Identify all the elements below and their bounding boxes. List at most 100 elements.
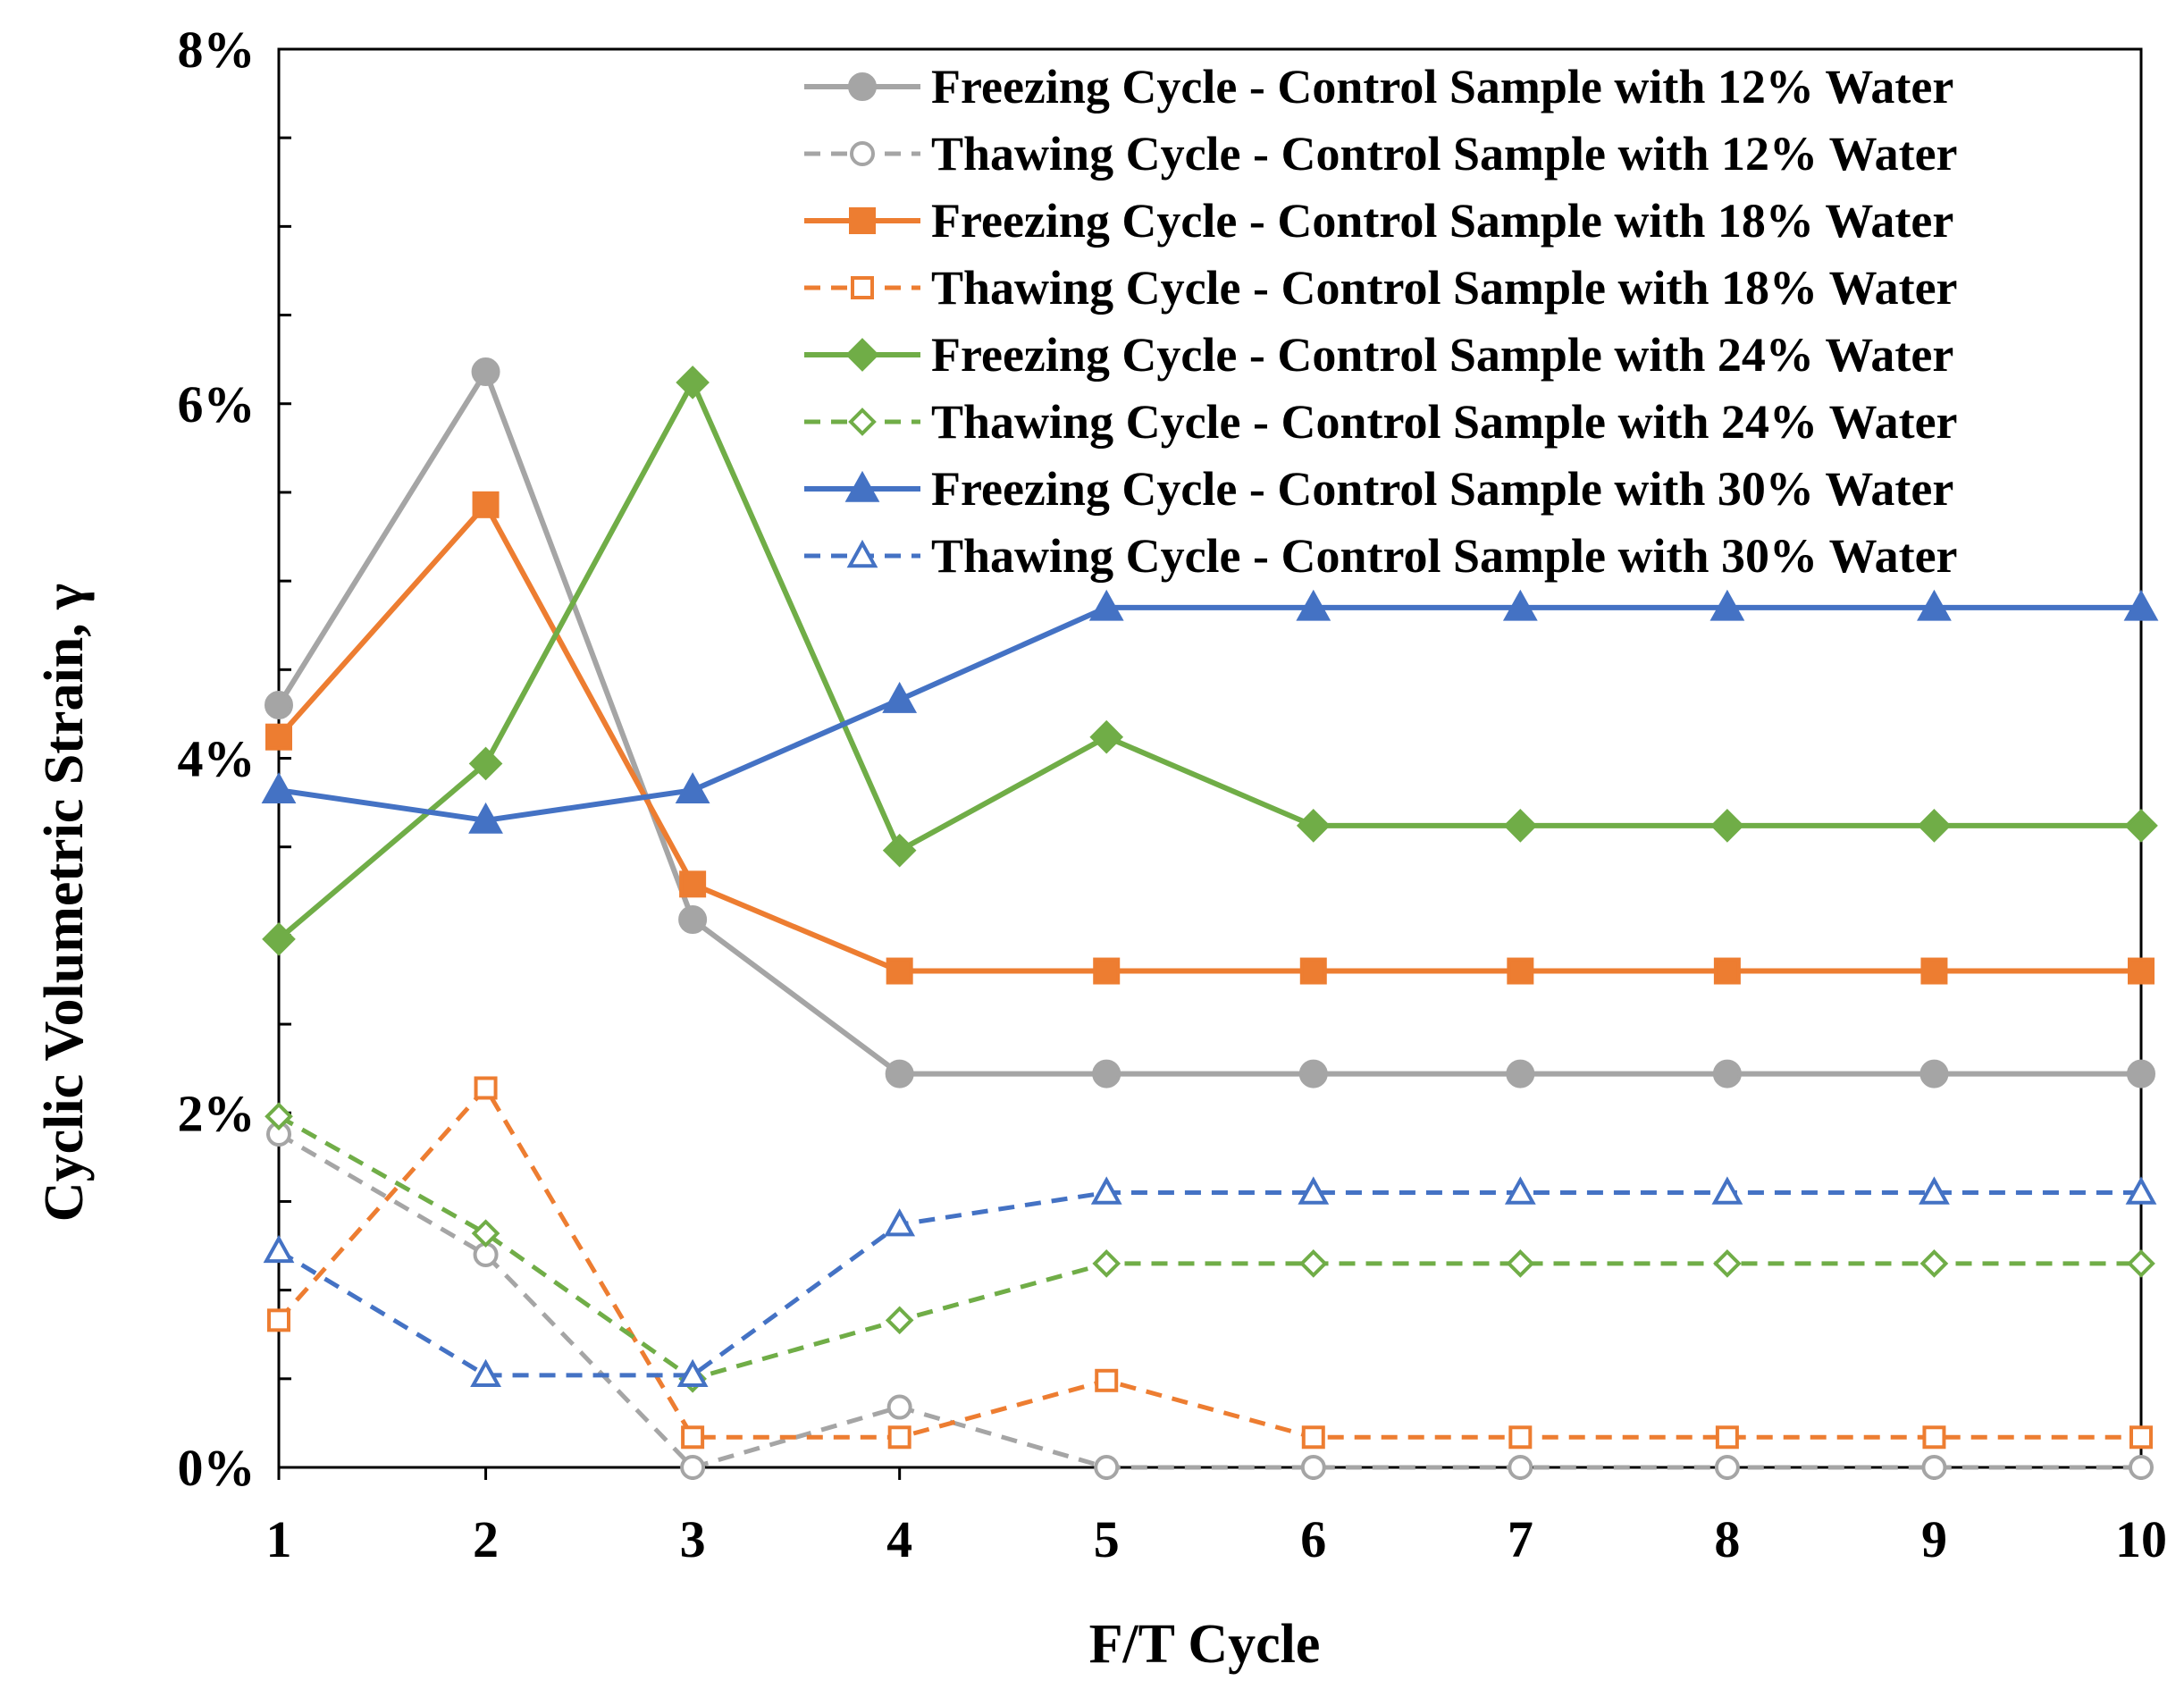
data-point	[886, 1394, 912, 1420]
data-point	[678, 905, 708, 935]
data-point	[1095, 1368, 1119, 1392]
x-tick-label: 3	[680, 1510, 706, 1568]
data-point	[474, 1076, 498, 1100]
legend-label: Freezing Cycle - Control Sample with 30%…	[931, 462, 1953, 516]
series-5	[262, 366, 2158, 956]
legend-entry: Thawing Cycle - Control Sample with 12% …	[804, 127, 1958, 181]
data-point	[1504, 1176, 1536, 1205]
data-point	[1709, 589, 1745, 621]
data-point	[675, 772, 710, 804]
legend-entry: Freezing Cycle - Control Sample with 12%…	[804, 60, 1953, 113]
legend-entry: Thawing Cycle - Control Sample with 24% …	[804, 395, 1958, 449]
data-point	[1298, 1059, 1328, 1088]
y-tick-label: 2%	[178, 1084, 256, 1142]
data-point	[882, 681, 918, 713]
series-line	[277, 1131, 2141, 1470]
legend-entry: Freezing Cycle - Control Sample with 18%…	[804, 194, 1953, 248]
legend-swatch-marker	[844, 470, 880, 502]
data-point	[471, 357, 500, 387]
legend-swatch-marker	[848, 408, 877, 436]
data-point	[262, 922, 296, 956]
series-line	[276, 369, 2141, 1077]
legend-entry: Freezing Cycle - Control Sample with 24%…	[804, 328, 1953, 382]
data-point	[1300, 1455, 1326, 1480]
data-point	[886, 957, 913, 985]
data-point	[267, 1308, 290, 1332]
series-line	[277, 1114, 2141, 1382]
y-tick-label: 8%	[178, 21, 256, 79]
data-point	[1301, 1425, 1325, 1450]
x-axis-title: F/T Cycle	[1089, 1614, 1321, 1675]
data-point	[471, 1219, 500, 1248]
series-line	[277, 1190, 2141, 1378]
data-point	[1507, 957, 1534, 985]
data-point	[2123, 589, 2159, 621]
data-point	[1712, 1059, 1742, 1088]
series-4	[267, 1076, 2153, 1450]
series-3	[265, 491, 2155, 985]
series-line	[277, 1085, 2141, 1440]
series-line	[276, 501, 2141, 974]
data-point	[265, 723, 292, 751]
x-tick-label: 8	[1714, 1510, 1740, 1568]
data-point	[1921, 1455, 1947, 1480]
legend-label: Freezing Cycle - Control Sample with 24%…	[931, 328, 1953, 382]
series-line	[277, 379, 2141, 942]
data-point	[680, 1455, 706, 1480]
data-point	[679, 870, 707, 898]
data-point	[2127, 1249, 2155, 1278]
data-point	[2125, 1176, 2157, 1205]
data-point	[265, 1102, 293, 1131]
data-point	[1092, 1249, 1121, 1278]
legend-entry: Thawing Cycle - Control Sample with 18% …	[804, 261, 1958, 315]
series-1	[265, 357, 2155, 1088]
data-point	[1713, 1249, 1742, 1278]
y-tick-label: 0%	[178, 1439, 256, 1497]
legend-label: Freezing Cycle - Control Sample with 18%…	[931, 194, 1953, 248]
data-point	[882, 833, 917, 868]
data-point	[1503, 809, 1538, 843]
data-point	[885, 1306, 914, 1335]
legend-swatch-marker	[850, 141, 875, 166]
data-point	[1094, 1455, 1120, 1480]
data-point	[261, 772, 297, 804]
data-point	[676, 366, 710, 399]
y-tick-label: 6%	[178, 375, 256, 433]
data-point	[1089, 719, 1124, 754]
legend-label: Thawing Cycle - Control Sample with 30% …	[931, 529, 1958, 583]
data-point	[468, 746, 503, 781]
x-tick-label: 2	[473, 1510, 499, 1568]
data-point	[1917, 589, 1952, 621]
data-point	[885, 1059, 914, 1088]
data-point	[1715, 1425, 1739, 1450]
data-point	[1919, 1249, 1949, 1278]
data-point	[2128, 957, 2155, 985]
data-point	[1922, 1425, 1946, 1450]
data-point	[1713, 957, 1741, 985]
data-point	[2124, 809, 2158, 843]
data-point	[470, 1358, 501, 1388]
data-point	[1092, 1059, 1121, 1088]
data-point	[1298, 1249, 1328, 1278]
series-2	[266, 1122, 2154, 1480]
legend: Freezing Cycle - Control Sample with 12%…	[804, 60, 1958, 583]
data-point	[1502, 589, 1538, 621]
legend-entry: Thawing Cycle - Control Sample with 30% …	[804, 529, 1958, 583]
x-tick-label: 1	[266, 1510, 292, 1568]
legend-swatch-marker	[849, 207, 876, 234]
data-point	[265, 690, 293, 719]
data-point	[1714, 1455, 1740, 1480]
data-point	[1919, 1059, 1949, 1088]
x-tick-label: 6	[1300, 1510, 1326, 1568]
data-point	[1299, 957, 1327, 985]
legend-swatch-marker	[851, 276, 874, 299]
x-axis: 1 2 3 4 5 6 7 8 9 10	[266, 1467, 2167, 1568]
legend-swatch-marker	[845, 338, 879, 372]
data-point	[2129, 1425, 2153, 1450]
data-point	[681, 1425, 705, 1450]
data-point	[1508, 1425, 1533, 1450]
data-point	[1919, 1176, 1950, 1205]
data-point	[1711, 1176, 1743, 1205]
